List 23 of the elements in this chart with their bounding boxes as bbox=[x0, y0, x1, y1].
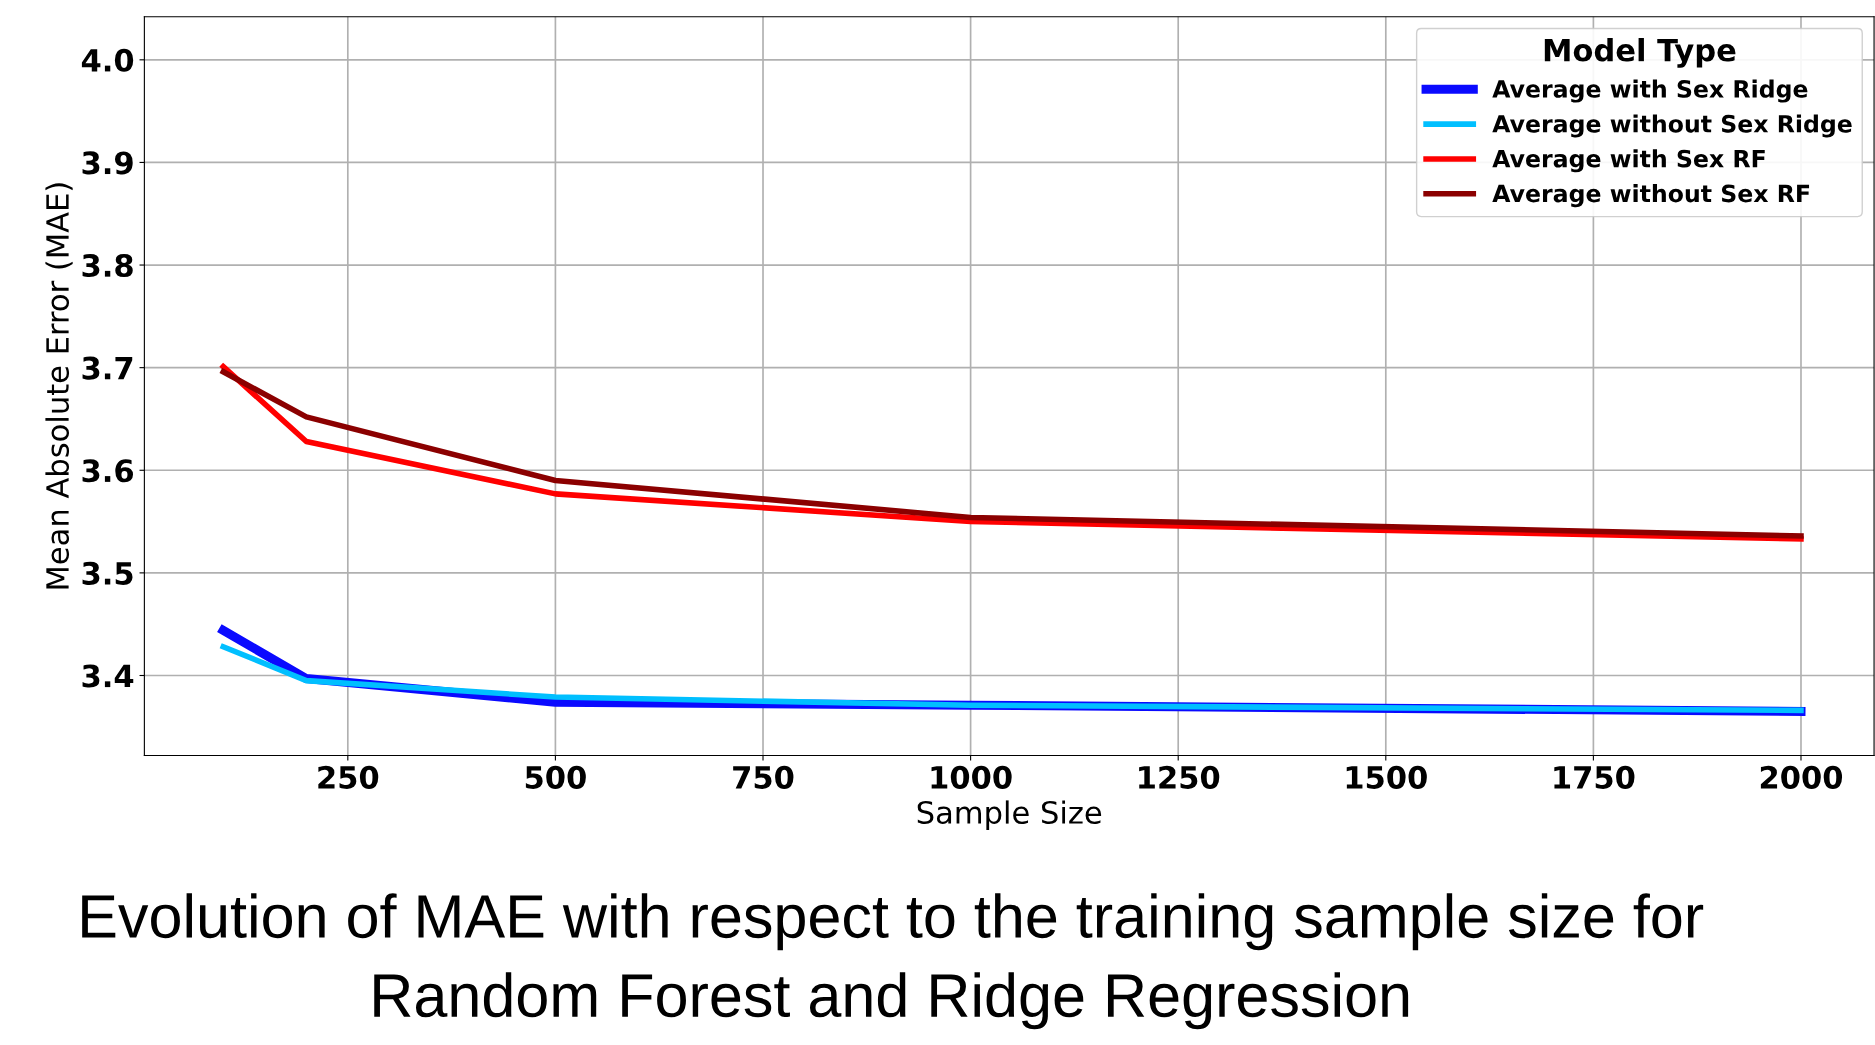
x-tick-label: 1750 bbox=[1554, 765, 1635, 789]
legend-label: Average with Sex Ridge bbox=[1492, 79, 1808, 103]
x-tick-label: 250 bbox=[318, 765, 379, 789]
y-tick-label: 3.4 bbox=[82, 664, 134, 688]
y-axis-title: Mean Absolute Error (MAE) bbox=[45, 183, 73, 589]
y-tick-label: 3.5 bbox=[82, 561, 133, 585]
x-tick-label: 1250 bbox=[1139, 765, 1220, 789]
x-tick-label: 500 bbox=[525, 765, 586, 789]
text: Evolution of MAE with respect to the training sample size for Random Forest and Ridge Regression bbox=[82, 893, 1704, 1030]
legend-label: Average without Sex RF bbox=[1492, 184, 1810, 208]
legend-label: Average without Sex Ridge bbox=[1492, 114, 1852, 138]
x-axis-title: Sample Size bbox=[917, 800, 1102, 830]
x-tick-label: 750 bbox=[733, 765, 794, 789]
y-tick-label: 3.7 bbox=[82, 356, 133, 380]
y-tick-label: 3.8 bbox=[82, 253, 133, 278]
x-tick-label: 1000 bbox=[931, 765, 1012, 789]
x-tick-label: 1500 bbox=[1346, 765, 1427, 789]
legend-label: Average with Sex RF bbox=[1492, 149, 1765, 173]
y-tick-label: 3.9 bbox=[82, 151, 133, 175]
y-tick-label: 4.0 bbox=[81, 48, 134, 72]
y-tick-label: 3.6 bbox=[82, 459, 134, 483]
x-tick-label: 2000 bbox=[1760, 765, 1843, 789]
legend-title: Model Type bbox=[1544, 37, 1736, 68]
